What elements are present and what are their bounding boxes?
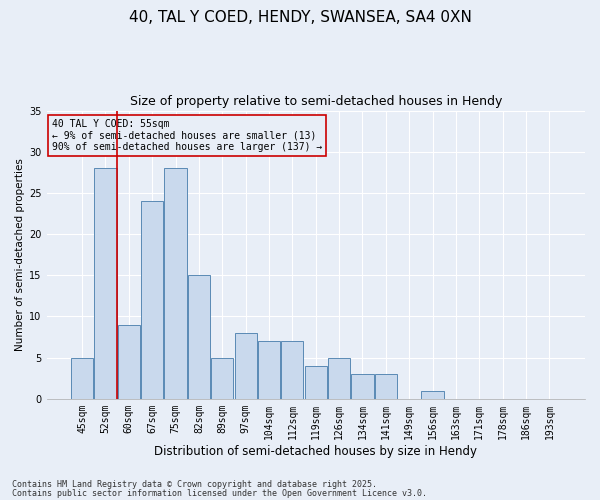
Bar — [305, 366, 327, 399]
Bar — [235, 333, 257, 399]
Bar — [188, 276, 210, 399]
Y-axis label: Number of semi-detached properties: Number of semi-detached properties — [15, 158, 25, 351]
Text: 40 TAL Y COED: 55sqm
← 9% of semi-detached houses are smaller (13)
90% of semi-d: 40 TAL Y COED: 55sqm ← 9% of semi-detach… — [52, 119, 322, 152]
Bar — [211, 358, 233, 399]
Bar — [71, 358, 93, 399]
Bar — [94, 168, 116, 399]
Title: Size of property relative to semi-detached houses in Hendy: Size of property relative to semi-detach… — [130, 95, 502, 108]
Bar — [352, 374, 374, 399]
Bar — [375, 374, 397, 399]
Text: Contains public sector information licensed under the Open Government Licence v3: Contains public sector information licen… — [12, 489, 427, 498]
Bar — [421, 390, 443, 399]
X-axis label: Distribution of semi-detached houses by size in Hendy: Distribution of semi-detached houses by … — [154, 444, 477, 458]
Text: Contains HM Land Registry data © Crown copyright and database right 2025.: Contains HM Land Registry data © Crown c… — [12, 480, 377, 489]
Bar — [118, 324, 140, 399]
Bar — [258, 341, 280, 399]
Text: 40, TAL Y COED, HENDY, SWANSEA, SA4 0XN: 40, TAL Y COED, HENDY, SWANSEA, SA4 0XN — [128, 10, 472, 25]
Bar — [281, 341, 304, 399]
Bar — [141, 201, 163, 399]
Bar — [328, 358, 350, 399]
Bar — [164, 168, 187, 399]
